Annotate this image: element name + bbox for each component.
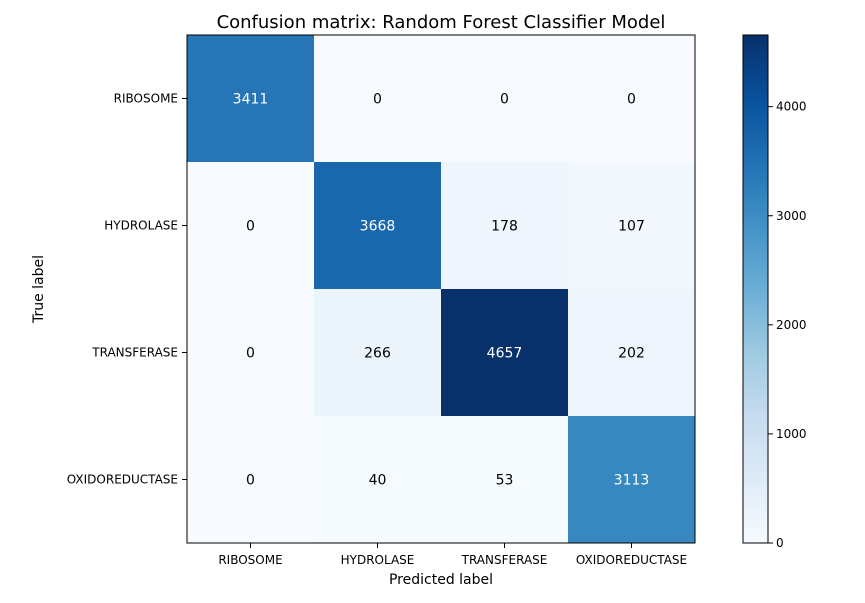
cell-value-label: 3411 (233, 92, 269, 108)
cell-value-label: 0 (373, 92, 382, 108)
heatmap-cell (187, 162, 315, 290)
colorbar-gradient (743, 35, 768, 543)
x-tick-label: TRANSFERASE (461, 553, 548, 567)
heatmap-cell (187, 416, 315, 544)
cell-value-label: 3668 (360, 219, 396, 235)
heatmap-cell (187, 289, 315, 417)
x-axis-ticks: RIBOSOME HYDROLASE TRANSFERASE OXIDOREDUCTA… (218, 543, 687, 567)
y-axis-ticks: RIBOSOME HYDROLASE TRANSFERASE OXIDOREDUCTA… (67, 92, 187, 487)
y-tick-label: TRANSFERASE (91, 346, 178, 360)
cell-value-label: 0 (246, 346, 255, 362)
heatmap-cell (441, 162, 569, 290)
x-tick-label: OXIDOREDUCTASE (576, 553, 687, 567)
cell-value-label: 178 (491, 219, 518, 235)
cell-value-label: 266 (364, 346, 391, 362)
heatmap-cell (568, 35, 696, 163)
heatmap-cell (314, 289, 442, 417)
heatmap-cell (441, 289, 569, 417)
cell-value-labels: 3411 0 0 0 0 3668 178 107 0 266 4657 202 0 40 53 3113 (233, 92, 650, 489)
heatmap-cell (568, 416, 696, 544)
cell-value-label: 0 (627, 92, 636, 108)
colorbar-frame (742, 34, 769, 544)
colorbar-tick-label: 4000 (776, 100, 807, 114)
plot-frame (186, 34, 696, 544)
cell-value-label: 107 (618, 219, 645, 235)
y-axis-label: True label (31, 255, 47, 324)
cell-value-label: 4657 (487, 346, 523, 362)
heatmap-cell (441, 416, 569, 544)
cell-value-label: 0 (500, 92, 509, 108)
colorbar-tick-label: 0 (776, 536, 784, 550)
heatmap-cell (441, 35, 569, 163)
colorbar-tick-label: 2000 (776, 318, 807, 332)
x-tick-label: RIBOSOME (218, 553, 282, 567)
x-axis-label: Predicted label (389, 572, 493, 588)
heatmap-cell (568, 162, 696, 290)
cell-value-label: 0 (246, 473, 255, 489)
chart-title: Confusion matrix: Random Forest Classifi… (217, 12, 666, 33)
colorbar-tick-label: 3000 (776, 209, 807, 223)
cell-value-label: 40 (369, 473, 387, 489)
y-tick-label: OXIDOREDUCTASE (67, 473, 178, 487)
heatmap-cell (314, 35, 442, 163)
y-tick-label: RIBOSOME (114, 92, 178, 106)
cell-value-label: 53 (496, 473, 514, 489)
cell-value-label: 0 (246, 219, 255, 235)
cell-value-label: 3113 (614, 473, 650, 489)
colorbar-tick-label: 1000 (776, 427, 807, 441)
heatmap-cell (187, 35, 315, 163)
x-tick-label: HYDROLASE (341, 553, 415, 567)
y-tick-label: HYDROLASE (104, 219, 178, 233)
heatmap-cell (314, 162, 442, 290)
heatmap-cells (187, 35, 696, 544)
heatmap-cell (314, 416, 442, 544)
colorbar-ticks: 0 1000 2000 3000 4000 (768, 100, 807, 550)
heatmap-cell (568, 289, 696, 417)
cell-value-label: 202 (618, 346, 645, 362)
colorbar: 0 1000 2000 3000 4000 (742, 34, 807, 550)
